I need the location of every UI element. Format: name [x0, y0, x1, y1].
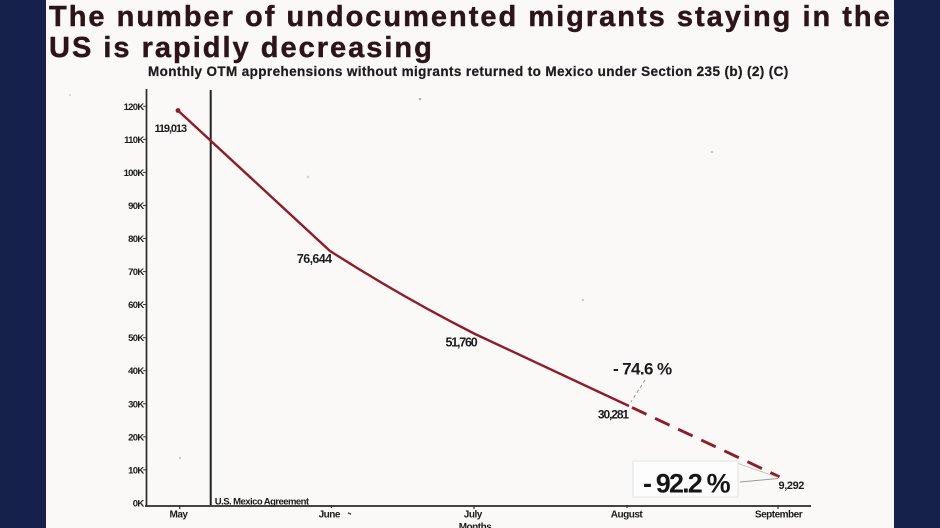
svg-text:- 92.2 %: - 92.2 % [643, 469, 731, 499]
svg-text:30,281: 30,281 [598, 408, 630, 422]
svg-text:10K: 10K [128, 465, 144, 476]
svg-text:0K: 0K [133, 498, 145, 509]
svg-text:50K: 50K [128, 333, 144, 344]
svg-text:July: July [464, 509, 483, 520]
svg-text:110K: 110K [124, 135, 144, 146]
svg-text:- 74.6 %: - 74.6 % [613, 360, 672, 379]
svg-text:80K: 80K [128, 234, 144, 245]
svg-text:May: May [170, 509, 189, 520]
svg-text:60K: 60K [128, 300, 144, 311]
svg-text:Months: Months [459, 522, 492, 528]
svg-text:51,760: 51,760 [445, 336, 477, 350]
svg-text:120K: 120K [124, 102, 145, 113]
svg-text:70K: 70K [128, 267, 144, 278]
svg-text:9,292: 9,292 [779, 480, 805, 492]
svg-text:June: June [319, 509, 341, 520]
svg-text:90K: 90K [128, 201, 144, 212]
svg-text:30K: 30K [128, 399, 144, 410]
svg-text:119,013: 119,013 [155, 123, 187, 135]
svg-text:U.S. Mexico Agreement: U.S. Mexico Agreement [215, 496, 310, 507]
svg-text:76,644: 76,644 [297, 252, 332, 266]
svg-text:100K: 100K [124, 168, 145, 179]
svg-text:20K: 20K [128, 432, 144, 443]
svg-text:September: September [755, 509, 803, 520]
svg-text:August: August [611, 509, 644, 520]
svg-text:40K: 40K [128, 366, 144, 377]
